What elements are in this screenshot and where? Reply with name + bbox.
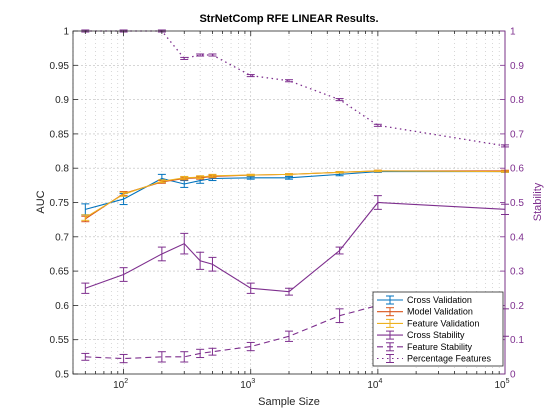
x-tick-label: 105	[494, 378, 509, 391]
legend-label: Feature Stability	[407, 342, 473, 352]
legend-entry: Model Validation	[377, 307, 473, 317]
series-cross-validation	[81, 170, 509, 216]
series-line	[85, 30, 506, 147]
y-tick-label: 0.75	[50, 198, 70, 209]
y2-tick-label: 0.7	[510, 129, 524, 140]
y-axis-title: AUC	[35, 190, 47, 213]
legend-label: Cross Validation	[407, 295, 472, 305]
axes: 0.5 0.55 0.6 0.65 0.7 0.75 0.8 0.85 0.9 0.95 1 0 0.1…	[50, 27, 525, 392]
legend-label: Cross Stability	[407, 330, 465, 340]
y-tick-label: 0.55	[50, 335, 70, 346]
series-model-validation	[81, 169, 509, 223]
y2-tick-label: 1	[510, 27, 516, 38]
y-tick-label: 0.5	[55, 370, 69, 381]
series-line	[85, 170, 506, 219]
legend-entry: Feature Validation	[377, 318, 479, 328]
y-tick-label: 0.95	[50, 61, 70, 72]
y2-tick-label: 0.9	[510, 61, 524, 72]
legend-entry: Percentage Features	[377, 354, 492, 364]
y-tick-label: 0.9	[55, 95, 69, 106]
x-tick-label: 104	[367, 378, 382, 391]
series-line	[85, 201, 506, 293]
series-line	[85, 171, 505, 210]
y2-tick-label: 0.1	[510, 335, 524, 346]
y2-tick-label: 0.5	[510, 198, 524, 209]
y2-tick-label: 0	[510, 370, 516, 381]
legend-label: Feature Validation	[407, 318, 479, 328]
series-feature-validation	[81, 169, 509, 221]
x-tick-label: 102	[113, 378, 128, 391]
series-cross-stability	[81, 195, 509, 296]
x-axis-title: Sample Size	[258, 396, 320, 408]
y-tick-label: 0.65	[50, 267, 70, 278]
y-tick-label: 0.8	[55, 164, 69, 175]
y-tick-label: 1	[63, 27, 69, 38]
y-tick-label: 0.85	[50, 129, 70, 140]
y-tick-label: 0.7	[55, 232, 69, 243]
y-tick-label: 0.6	[55, 301, 69, 312]
y2-tick-label: 0.3	[510, 267, 524, 278]
y2-tick-label: 0.8	[510, 95, 524, 106]
y2-tick-label: 0.6	[510, 164, 524, 175]
legend-label: Model Validation	[407, 307, 473, 317]
legend-entry: Cross Validation	[377, 295, 472, 305]
series-percentage-features	[81, 29, 509, 148]
y2-tick-label: 0.4	[510, 232, 524, 243]
series-line	[85, 170, 505, 220]
legend-label: Percentage Features	[407, 354, 492, 364]
y2-axis-title: Stability	[532, 182, 544, 221]
y2-tick-label: 0.2	[510, 301, 524, 312]
legend-entry: Feature Stability	[377, 342, 473, 352]
legend-entry: Cross Stability	[377, 330, 465, 340]
series-line	[85, 304, 506, 360]
x-tick-label: 103	[240, 378, 255, 391]
legend-box	[372, 291, 504, 367]
chart-title: StrNetComp RFE LINEAR Results.	[199, 13, 378, 25]
